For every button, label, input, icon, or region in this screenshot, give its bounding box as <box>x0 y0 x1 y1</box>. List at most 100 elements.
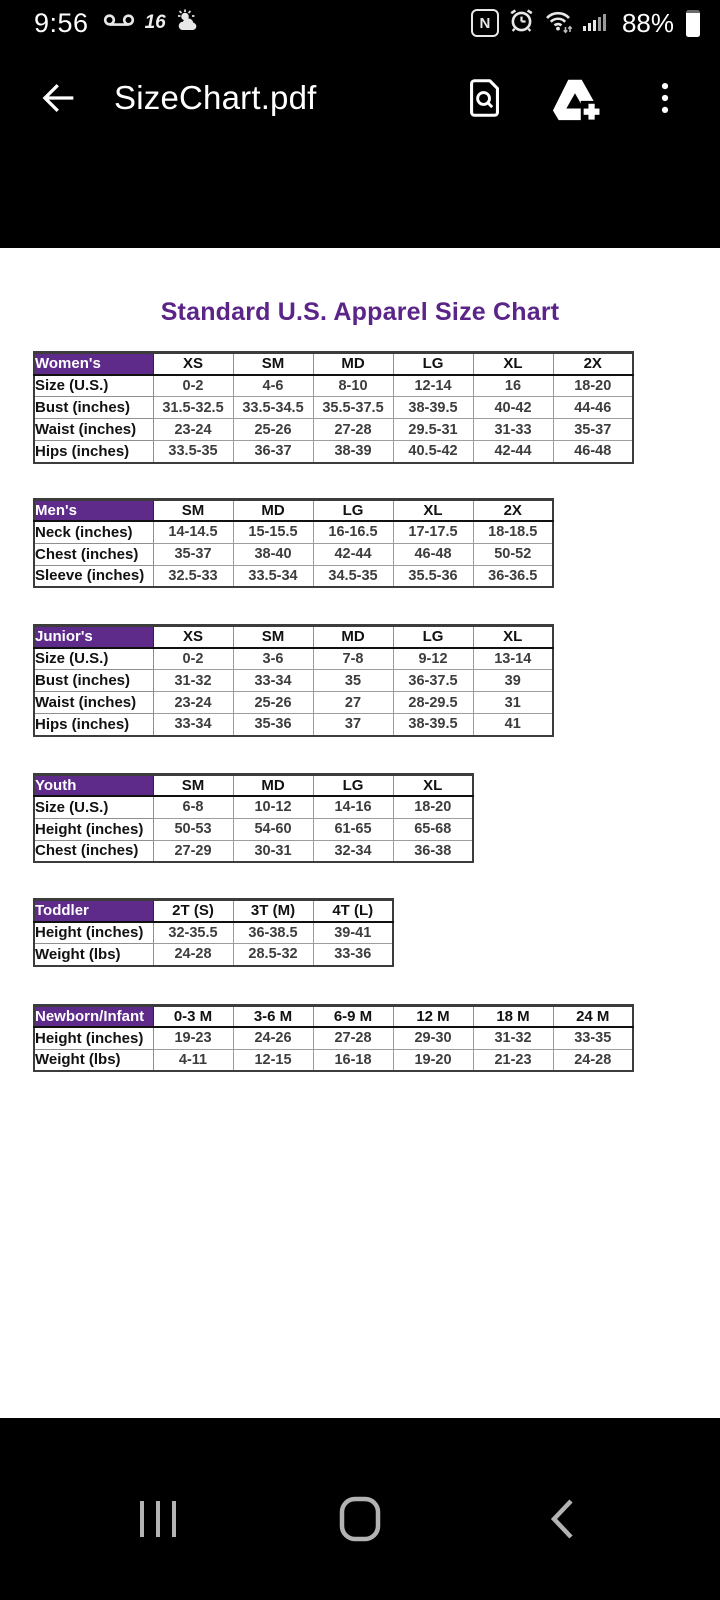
column-header-cell: XS <box>152 625 234 649</box>
row-label-cell: Weight (lbs) <box>33 943 154 966</box>
row-label-cell: Height (inches) <box>33 1026 154 1050</box>
table-row: Size (U.S.) 0-2 4-6 8-10 12-14 16 18-20 <box>33 374 634 397</box>
back-button[interactable] <box>30 73 80 123</box>
app-bar: SizeChart.pdf <box>0 46 720 150</box>
value-cell: 12-15 <box>232 1048 314 1072</box>
column-header-cell: LG <box>312 773 394 797</box>
value-cell: 24-28 <box>152 943 234 966</box>
value-cell: 18-20 <box>552 374 634 397</box>
nfc-icon: N <box>470 9 499 37</box>
column-header-cell: SM <box>152 773 234 797</box>
value-cell: 40.5-42 <box>392 440 474 463</box>
column-header-cell: LG <box>312 498 394 522</box>
column-header-cell: XL <box>392 773 474 797</box>
table-row: Bust (inches) 31-32 33-34 35 36-37.5 39 <box>33 669 554 692</box>
size-tables-container: Women's XS SM MD LG XL 2X Size (U.S.) 0-2 4-6 8-10… <box>0 351 720 1072</box>
value-cell: 27-28 <box>312 418 394 441</box>
value-cell: 28.5-32 <box>232 943 314 966</box>
column-header-cell: 4T (L) <box>312 899 394 923</box>
value-cell: 39 <box>472 669 554 692</box>
document-title: SizeChart.pdf <box>114 79 317 116</box>
column-header-cell: MD <box>232 773 314 797</box>
value-cell: 0-2 <box>152 374 234 397</box>
column-header-cell: XL <box>392 498 474 522</box>
clock-text: 9:56 <box>34 7 89 38</box>
value-cell: 37 <box>312 713 394 736</box>
value-cell: 7-8 <box>312 647 394 670</box>
status-bar: 9:56 16 <box>0 0 720 46</box>
value-cell: 61-65 <box>312 817 394 841</box>
table-title-cell: Junior's <box>33 625 154 649</box>
column-header-cell: 18 M <box>472 1004 554 1028</box>
value-cell: 34.5-35 <box>312 564 394 588</box>
value-cell: 4-11 <box>152 1048 234 1072</box>
value-cell: 12-14 <box>392 374 474 397</box>
column-header-cell: LG <box>392 352 474 376</box>
table-title-cell: Women's <box>33 352 154 376</box>
value-cell: 36-38.5 <box>232 921 314 944</box>
home-button[interactable] <box>334 1495 386 1543</box>
row-label-cell: Hips (inches) <box>33 713 154 736</box>
value-cell: 54-60 <box>232 817 314 841</box>
value-cell: 16 <box>472 374 554 397</box>
pdf-page[interactable]: Standard U.S. Apparel Size Chart Women's… <box>0 248 720 1418</box>
row-label-cell: Sleeve (inches) <box>33 564 154 588</box>
table-row: Sleeve (inches) 32.5-33 33.5-34 34.5-35 35.5… <box>33 564 554 588</box>
table-row: Bust (inches) 31.5-32.5 33.5-34.5 35.5-37.5… <box>33 396 634 419</box>
value-cell: 21-23 <box>472 1048 554 1072</box>
table-row: Waist (inches) 23-24 25-26 27 28-29.5 31 <box>33 691 554 714</box>
row-label-cell: Hips (inches) <box>33 440 154 463</box>
row-label-cell: Bust (inches) <box>33 669 154 692</box>
find-in-document-button[interactable] <box>460 73 510 123</box>
value-cell: 33-34 <box>152 713 234 736</box>
value-cell: 46-48 <box>392 542 474 566</box>
column-header-cell: LG <box>392 625 474 649</box>
row-label-cell: Size (U.S.) <box>33 374 154 397</box>
column-header-cell: 2X <box>552 352 634 376</box>
value-cell: 46-48 <box>552 440 634 463</box>
value-cell: 19-23 <box>152 1026 234 1050</box>
table-title-cell: Newborn/Infant <box>33 1004 154 1028</box>
notification-icons: 16 <box>103 9 204 38</box>
navigation-bar <box>0 1418 720 1600</box>
size-table: Women's XS SM MD LG XL 2X Size (U.S.) 0-2 4-6 8-10… <box>33 351 634 464</box>
more-options-button[interactable] <box>640 73 690 123</box>
value-cell: 33.5-34 <box>232 564 314 588</box>
add-to-drive-button[interactable] <box>550 73 600 123</box>
nav-back-button[interactable] <box>536 1495 588 1543</box>
value-cell: 36-38 <box>392 839 474 863</box>
wifi-icon <box>544 8 574 39</box>
value-cell: 19-20 <box>392 1048 474 1072</box>
column-header-cell: 24 M <box>552 1004 634 1028</box>
value-cell: 29.5-31 <box>392 418 474 441</box>
value-cell: 38-40 <box>232 542 314 566</box>
table-row: Hips (inches) 33.5-35 36-37 38-39 40.5-42 42-… <box>33 440 634 463</box>
value-cell: 18-20 <box>392 795 474 819</box>
column-header-cell: XS <box>152 352 234 376</box>
row-label-cell: Height (inches) <box>33 921 154 944</box>
value-cell: 35.5-36 <box>392 564 474 588</box>
size-table: Junior's XS SM MD LG XL Size (U.S.) 0-2 3-6 7-8 9-… <box>33 624 554 737</box>
signal-icon <box>582 9 609 38</box>
value-cell: 38-39.5 <box>392 713 474 736</box>
row-label-cell: Weight (lbs) <box>33 1048 154 1072</box>
value-cell: 27-28 <box>312 1026 394 1050</box>
alarm-icon <box>508 7 535 39</box>
column-header-cell: XL <box>472 352 554 376</box>
column-header-cell: XL <box>472 625 554 649</box>
value-cell: 38-39.5 <box>392 396 474 419</box>
table-row: Chest (inches) 27-29 30-31 32-34 36-38 <box>33 839 474 863</box>
table-row: Height (inches) 32-35.5 36-38.5 39-41 <box>33 921 394 944</box>
value-cell: 39-41 <box>312 921 394 944</box>
column-header-cell: 0-3 M <box>152 1004 234 1028</box>
column-header-cell: SM <box>232 625 314 649</box>
recents-button[interactable] <box>132 1495 184 1543</box>
value-cell: 36-37 <box>232 440 314 463</box>
value-cell: 33-35 <box>552 1026 634 1050</box>
value-cell: 32-35.5 <box>152 921 234 944</box>
table-row: Weight (lbs) 24-28 28.5-32 33-36 <box>33 943 394 966</box>
column-header-cell: MD <box>312 625 394 649</box>
row-label-cell: Chest (inches) <box>33 542 154 566</box>
value-cell: 36-37.5 <box>392 669 474 692</box>
